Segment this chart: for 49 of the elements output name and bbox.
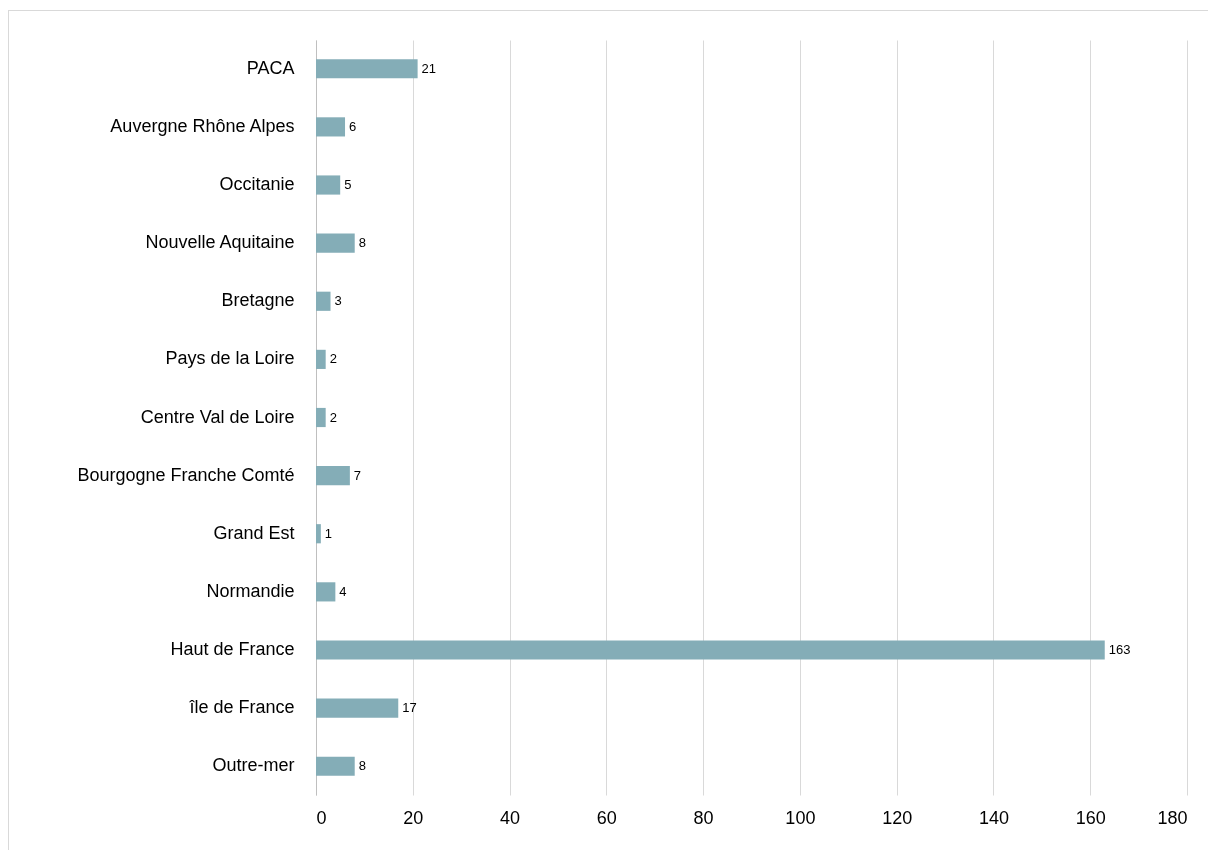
y-tick-label: Auvergne Rhône Alpes bbox=[110, 115, 295, 136]
y-tick-label: Normandie bbox=[206, 580, 295, 601]
data-label: 163 bbox=[1108, 641, 1131, 657]
x-tick-label: 120 bbox=[882, 807, 913, 828]
data-label: 5 bbox=[344, 177, 352, 193]
bar bbox=[316, 233, 355, 253]
data-label: 6 bbox=[349, 118, 357, 134]
bar bbox=[316, 524, 321, 544]
x-tick-label: 140 bbox=[978, 807, 1009, 828]
bar bbox=[316, 175, 341, 195]
bar bbox=[316, 349, 326, 369]
y-tick-label: île de France bbox=[188, 697, 295, 718]
y-tick-label: PACA bbox=[246, 57, 295, 78]
y-tick-label: Nouvelle Aquitaine bbox=[145, 232, 295, 253]
x-tick-label: 0 bbox=[316, 807, 327, 828]
y-tick-label: Bretagne bbox=[221, 290, 295, 311]
y-tick-label: Haut de France bbox=[170, 638, 295, 659]
y-tick-label: Bourgogne Franche Comté bbox=[77, 464, 295, 485]
data-label: 4 bbox=[339, 583, 347, 599]
x-tick-label: 60 bbox=[596, 807, 617, 828]
y-tick-label: Outre-mer bbox=[212, 755, 295, 776]
data-label: 2 bbox=[329, 409, 337, 425]
bar bbox=[316, 59, 418, 79]
x-tick-label: 160 bbox=[1075, 807, 1106, 828]
y-tick-label: Centre Val de Loire bbox=[140, 406, 295, 427]
bar bbox=[316, 117, 346, 137]
bar bbox=[316, 698, 399, 718]
x-tick-label: 180 bbox=[1157, 807, 1188, 828]
data-label: 17 bbox=[402, 700, 417, 716]
data-label: 21 bbox=[421, 60, 437, 76]
x-tick-label: 40 bbox=[500, 807, 521, 828]
y-tick-label: Occitanie bbox=[219, 174, 295, 195]
y-tick-label: Pays de la Loire bbox=[165, 348, 295, 369]
bar bbox=[316, 407, 326, 428]
bar bbox=[316, 582, 336, 602]
data-label: 3 bbox=[334, 293, 342, 309]
data-label: 7 bbox=[353, 467, 362, 483]
x-tick-label: 20 bbox=[403, 807, 424, 828]
bar bbox=[316, 756, 355, 776]
x-tick-label: 100 bbox=[785, 807, 816, 828]
bar bbox=[316, 466, 350, 486]
bar bbox=[316, 640, 1105, 660]
data-label: 2 bbox=[329, 351, 337, 367]
y-tick-label: Grand Est bbox=[213, 522, 295, 543]
data-label: 8 bbox=[358, 235, 366, 251]
data-label: 8 bbox=[358, 758, 366, 774]
bar bbox=[316, 291, 331, 311]
data-label: 1 bbox=[324, 525, 333, 541]
x-tick-label: 80 bbox=[693, 807, 714, 828]
